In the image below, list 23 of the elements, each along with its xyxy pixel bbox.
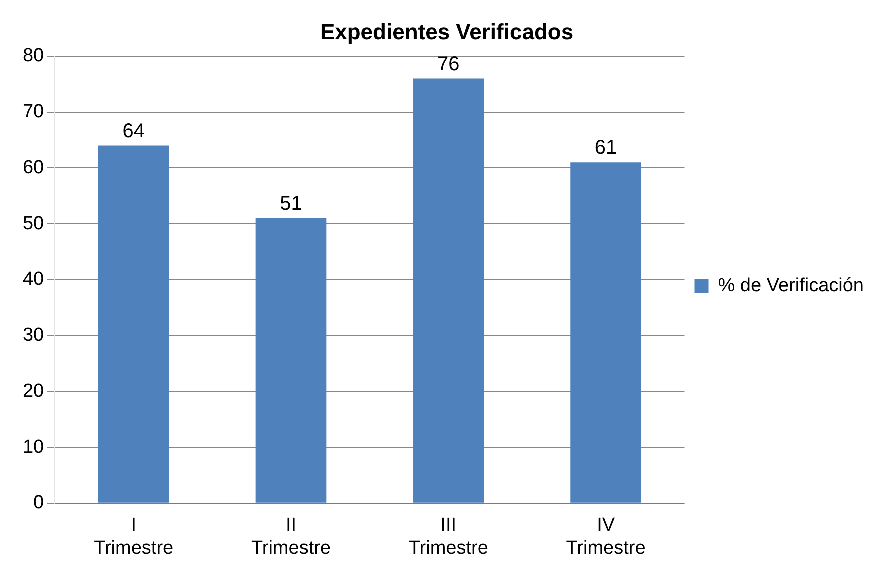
x-tick-label: III Trimestre (408, 515, 488, 559)
y-tick-label: 50 (22, 213, 44, 234)
bar (570, 162, 642, 503)
y-tick-label: 70 (22, 102, 44, 123)
y-tick-label: 40 (22, 269, 44, 290)
x-tick-label: II Trimestre (251, 515, 332, 559)
bar (256, 218, 327, 503)
data-label: 51 (280, 192, 302, 215)
data-label: 76 (438, 53, 460, 76)
data-label: 61 (594, 137, 618, 160)
legend-label: % de Verificación (718, 276, 864, 297)
chart-title: Expedientes Verificados (320, 19, 574, 44)
bar (413, 78, 484, 503)
y-tick-label: 80 (22, 46, 44, 67)
x-tick-label: IV Trimestre (566, 515, 646, 559)
bar (98, 146, 170, 503)
y-tick-label: 20 (22, 380, 44, 402)
y-tick-label: 30 (22, 325, 44, 346)
y-tick-label: 60 (22, 157, 44, 178)
data-label: 64 (122, 120, 145, 142)
y-tick-label: 10 (22, 436, 44, 458)
x-tick-label: I Trimestre (94, 515, 174, 559)
y-tick-label: 0 (34, 492, 44, 514)
